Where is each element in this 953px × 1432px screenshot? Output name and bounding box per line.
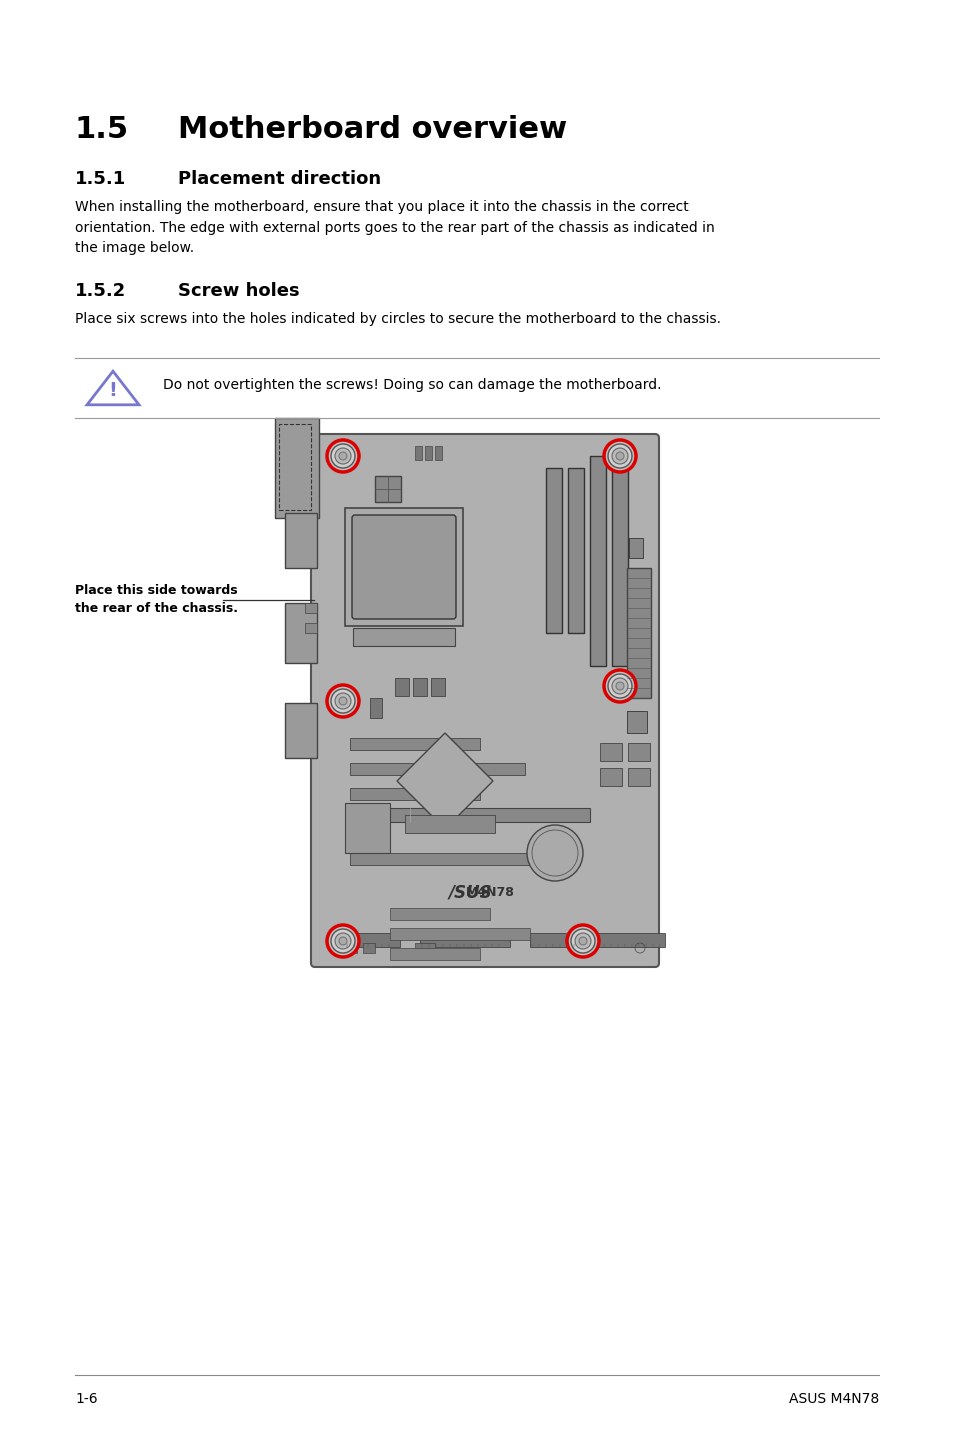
Circle shape (571, 929, 595, 954)
Bar (419, 934, 510, 947)
Text: When installing the motherboard, ensure that you place it into the chassis in th: When installing the motherboard, ensure … (75, 200, 714, 255)
Bar (530, 934, 584, 947)
Circle shape (331, 689, 355, 713)
Bar (626, 569, 650, 697)
Text: M4N78: M4N78 (465, 886, 514, 899)
Circle shape (604, 672, 635, 702)
Circle shape (338, 937, 347, 945)
Circle shape (335, 693, 351, 709)
Circle shape (567, 927, 598, 957)
Text: Place this side towards
the rear of the chassis.: Place this side towards the rear of the … (75, 584, 237, 616)
Bar (390, 908, 490, 919)
Bar (627, 768, 649, 786)
FancyBboxPatch shape (352, 516, 456, 619)
Circle shape (338, 453, 347, 460)
Bar (415, 944, 435, 954)
Bar (285, 513, 316, 569)
Circle shape (607, 674, 631, 697)
Text: Placement direction: Placement direction (178, 170, 381, 188)
Bar (350, 737, 479, 750)
Text: Place six screws into the holes indicated by circles to secure the motherboard t: Place six screws into the holes indicate… (75, 312, 720, 326)
Text: !: ! (109, 381, 117, 401)
Bar (545, 468, 561, 633)
Bar (285, 703, 316, 758)
Bar (567, 468, 583, 633)
Circle shape (578, 937, 586, 945)
Bar (599, 743, 621, 760)
Bar (353, 629, 455, 646)
Bar (626, 712, 646, 733)
Text: ASUS M4N78: ASUS M4N78 (788, 1392, 878, 1406)
Bar (363, 944, 375, 954)
Circle shape (338, 697, 347, 705)
Bar (589, 455, 605, 666)
Bar (628, 538, 642, 558)
Bar (305, 603, 316, 613)
Bar (424, 445, 432, 460)
Circle shape (335, 934, 351, 949)
Bar (350, 788, 479, 800)
Circle shape (328, 441, 357, 471)
Bar (612, 455, 627, 666)
Bar (595, 934, 664, 947)
Bar (345, 508, 462, 626)
Bar (375, 475, 400, 503)
Bar (627, 743, 649, 760)
Text: 1.5.2: 1.5.2 (75, 282, 126, 299)
Circle shape (616, 682, 623, 690)
Bar (415, 445, 421, 460)
Bar (431, 677, 444, 696)
Text: 1.5: 1.5 (75, 115, 129, 145)
Bar (390, 948, 479, 959)
Text: Screw holes: Screw holes (178, 282, 299, 299)
Circle shape (331, 444, 355, 468)
Bar (390, 928, 530, 939)
Circle shape (612, 448, 627, 464)
Bar (278, 424, 311, 510)
Circle shape (526, 825, 582, 881)
Bar (435, 445, 441, 460)
Bar (345, 803, 390, 853)
Circle shape (335, 448, 351, 464)
Circle shape (616, 453, 623, 460)
Circle shape (607, 444, 631, 468)
Text: 1-6: 1-6 (75, 1392, 97, 1406)
Bar (345, 934, 399, 947)
Circle shape (604, 441, 635, 471)
Circle shape (612, 677, 627, 695)
Bar (599, 768, 621, 786)
Text: Motherboard overview: Motherboard overview (178, 115, 566, 145)
Circle shape (328, 927, 357, 957)
Bar (345, 944, 356, 954)
Circle shape (328, 686, 357, 716)
Text: Do not overtighten the screws! Doing so can damage the motherboard.: Do not overtighten the screws! Doing so … (163, 378, 660, 392)
Circle shape (331, 929, 355, 954)
Bar (350, 763, 524, 775)
Bar (405, 815, 495, 833)
Circle shape (575, 934, 590, 949)
Bar (395, 677, 409, 696)
Bar (413, 677, 427, 696)
Bar (285, 603, 316, 663)
Bar (350, 853, 579, 865)
Bar (274, 418, 318, 518)
Bar (370, 697, 381, 717)
FancyBboxPatch shape (311, 434, 659, 967)
Bar (305, 623, 316, 633)
Text: /SUS: /SUS (448, 884, 492, 902)
Bar (350, 808, 589, 822)
Text: 1.5.1: 1.5.1 (75, 170, 126, 188)
Polygon shape (396, 733, 493, 829)
